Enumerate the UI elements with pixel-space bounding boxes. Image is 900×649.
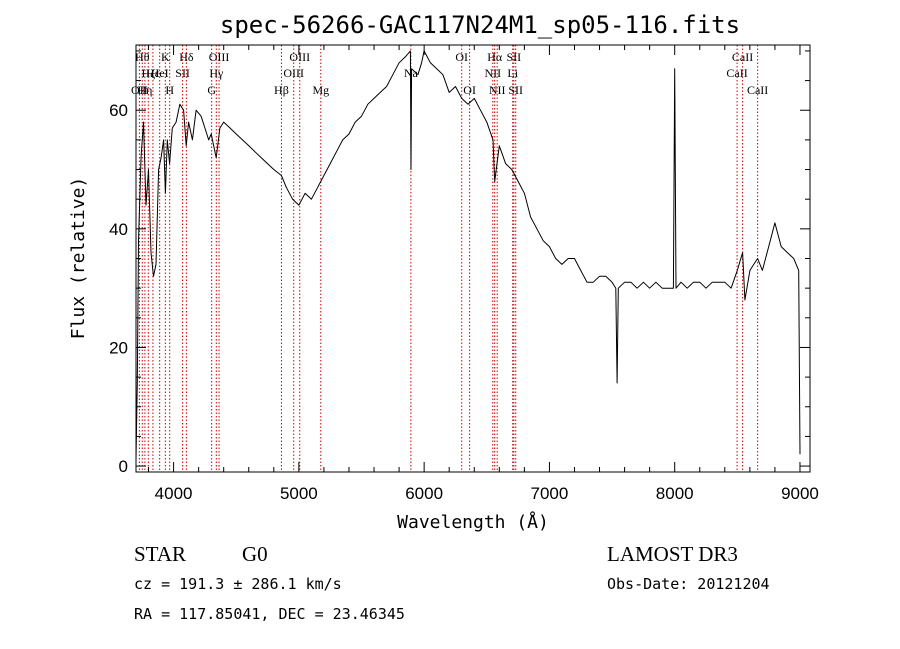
line-label-0: OII bbox=[131, 83, 148, 97]
y-axis-ticks: 0 20 40 60 bbox=[109, 50, 810, 476]
x-axis-label: Wavelength (Å) bbox=[397, 511, 549, 533]
x-tick-label-6000: 6000 bbox=[405, 484, 443, 503]
x-tick-label-9000: 9000 bbox=[781, 484, 819, 503]
spectrum-series bbox=[135, 50, 801, 461]
y-tick-label-40: 40 bbox=[109, 220, 128, 239]
line-label-25: SII bbox=[508, 83, 523, 97]
x-tick-label-7000: 7000 bbox=[531, 484, 569, 503]
line-label-18: OI bbox=[455, 50, 468, 64]
line-label-5: HeI bbox=[151, 66, 169, 80]
survey-name: LAMOST DR3 bbox=[607, 542, 738, 566]
line-label-6: K bbox=[161, 50, 170, 64]
line-label-13: Hβ bbox=[274, 83, 289, 97]
plot-frame bbox=[135, 44, 811, 473]
line-label-9: Hδ bbox=[179, 50, 194, 64]
spectrum-line bbox=[135, 50, 801, 461]
y-tick-label-20: 20 bbox=[109, 338, 128, 357]
x-tick-label-8000: 8000 bbox=[656, 484, 694, 503]
line-label-26: CaII bbox=[726, 66, 747, 80]
line-label-27: CaII bbox=[732, 50, 753, 64]
line-label-10: G bbox=[207, 83, 216, 97]
line-label-22: NII bbox=[489, 83, 506, 97]
x-tick-label-5000: 5000 bbox=[280, 484, 318, 503]
line-label-20: NII bbox=[484, 66, 501, 80]
line-label-3: Hζ bbox=[141, 66, 155, 80]
spectral-line-labels: OIIHθHηHζHεHeIKHSIIHδGHγOIIIHβOIIIOIIIMg… bbox=[131, 50, 768, 97]
redshift-cz: cz = 191.3 ± 286.1 km/s bbox=[134, 575, 342, 593]
observation-date: Obs-Date: 20121204 bbox=[607, 575, 770, 593]
y-tick-label-0: 0 bbox=[119, 457, 128, 476]
line-label-28: CaII bbox=[747, 83, 768, 97]
y-tick-label-60: 60 bbox=[109, 101, 128, 120]
sky-coordinates: RA = 117.85041, DEC = 23.46345 bbox=[134, 605, 405, 623]
line-label-12: OIII bbox=[209, 50, 230, 64]
line-label-24: SII bbox=[507, 50, 522, 64]
line-label-8: SII bbox=[175, 66, 190, 80]
line-label-7: H bbox=[165, 83, 174, 97]
object-class: STAR bbox=[134, 542, 186, 566]
line-label-11: Hγ bbox=[209, 66, 224, 80]
line-label-23: Li bbox=[507, 66, 518, 80]
chart-title: spec-56266-GAC117N24M1_sp05-116.fits bbox=[220, 11, 740, 39]
line-label-2: Hη bbox=[137, 83, 152, 97]
line-label-15: OIII bbox=[289, 50, 310, 64]
line-label-21: Hα bbox=[487, 50, 503, 64]
line-label-4: Hε bbox=[146, 66, 160, 80]
spectral-line-markers bbox=[138, 45, 759, 472]
line-label-16: Mg bbox=[312, 83, 329, 97]
line-label-1: Hθ bbox=[135, 50, 150, 64]
line-label-17: Na bbox=[404, 66, 419, 80]
line-label-14: OIII bbox=[283, 66, 304, 80]
line-label-19: OI bbox=[463, 83, 476, 97]
y-axis-label: Flux (relative) bbox=[68, 177, 89, 340]
x-axis-ticks: 4000 5000 6000 7000 8000 9000 bbox=[148, 45, 819, 503]
object-subclass: G0 bbox=[242, 542, 268, 566]
x-tick-label-4000: 4000 bbox=[155, 484, 193, 503]
